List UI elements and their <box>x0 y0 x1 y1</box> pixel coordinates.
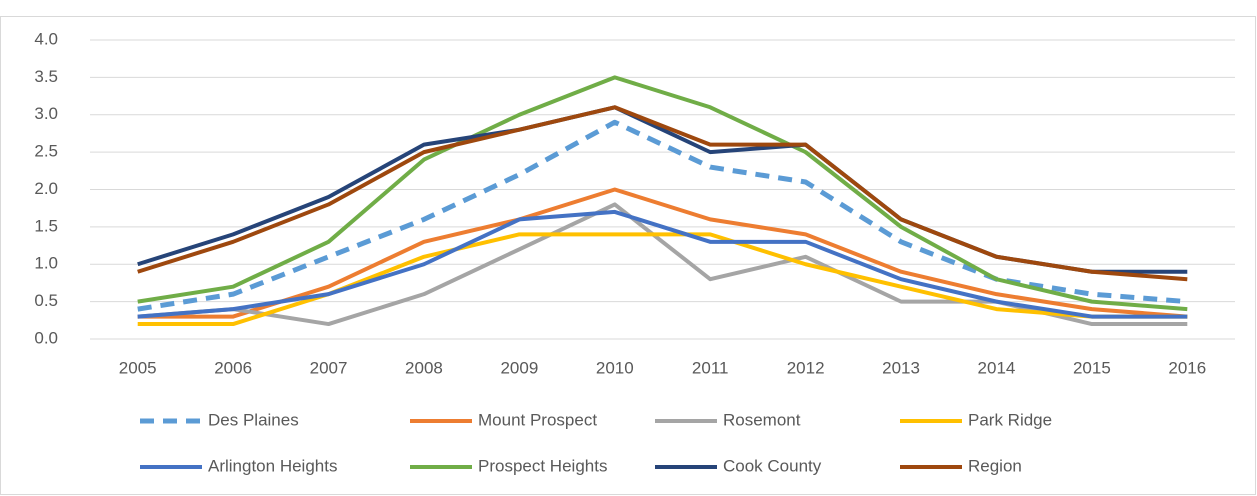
legend-label: Mount Prospect <box>478 410 597 429</box>
y-tick-label: 2.5 <box>34 142 58 161</box>
x-tick-label: 2011 <box>692 358 729 377</box>
legend-label: Park Ridge <box>968 410 1052 429</box>
legend-label: Region <box>968 456 1022 475</box>
y-tick-label: 2.0 <box>34 179 58 198</box>
y-tick-label: 0.5 <box>34 291 58 310</box>
series-line <box>137 209 1188 319</box>
legend-label: Prospect Heights <box>478 456 607 475</box>
x-tick-label: 2015 <box>1073 358 1111 377</box>
y-tick-label: 3.5 <box>34 67 58 86</box>
series-line <box>137 75 1188 312</box>
chart-border <box>0 16 1256 495</box>
x-tick-label: 2010 <box>596 358 634 377</box>
y-tick-label: 1.0 <box>34 254 58 273</box>
series-line <box>137 187 1188 319</box>
x-tick-label: 2012 <box>787 358 825 377</box>
x-tick-label: 2009 <box>500 358 538 377</box>
series-line <box>137 232 1188 327</box>
x-tick-label: 2008 <box>405 358 443 377</box>
legend-label: Arlington Heights <box>208 456 337 475</box>
y-tick-label: 3.0 <box>34 104 58 123</box>
x-tick-label: 2005 <box>119 358 157 377</box>
x-tick-label: 2016 <box>1168 358 1206 377</box>
x-tick-label: 2013 <box>882 358 920 377</box>
legend-label: Des Plaines <box>208 410 299 429</box>
series-line <box>137 105 1188 282</box>
y-tick-label: 1.5 <box>34 216 58 235</box>
x-tick-label: 2006 <box>214 358 252 377</box>
x-tick-label: 2007 <box>310 358 348 377</box>
y-tick-label: 4.0 <box>34 29 58 48</box>
legend-label: Cook County <box>723 456 822 475</box>
y-tick-label: 0.0 <box>34 328 58 347</box>
legend-label: Rosemont <box>723 410 801 429</box>
x-tick-label: 2014 <box>978 358 1016 377</box>
